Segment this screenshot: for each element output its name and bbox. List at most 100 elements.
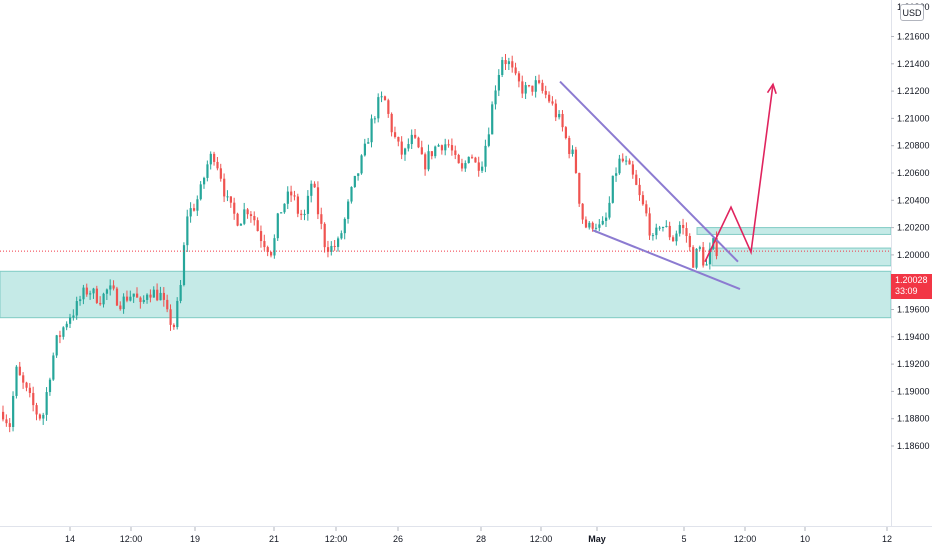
candle-8	[28, 383, 31, 398]
candles-layer	[2, 54, 718, 433]
candle-190	[638, 178, 641, 201]
zones-layer	[0, 227, 892, 319]
candle-161	[541, 79, 544, 94]
candle-186	[625, 155, 628, 166]
candle-77	[259, 225, 263, 248]
candle-158	[531, 85, 534, 96]
candle-10	[35, 402, 38, 421]
candle-132	[444, 138, 447, 156]
candle-184	[618, 154, 621, 175]
candle-89	[300, 209, 303, 221]
candle-197	[661, 226, 665, 232]
candle-131	[440, 144, 444, 155]
candle-78	[263, 234, 266, 251]
candle-2	[8, 418, 11, 433]
candle-175	[588, 220, 591, 230]
candle-123	[414, 129, 417, 140]
candle-86	[290, 185, 293, 202]
projection-path	[704, 84, 774, 263]
candle-50	[169, 304, 172, 331]
candle-153	[514, 62, 517, 76]
time-tick-label: 12:00	[120, 534, 143, 544]
candle-193	[648, 207, 651, 240]
candle-31	[105, 288, 109, 301]
candle-83	[280, 212, 283, 214]
candle-82	[276, 212, 279, 241]
price-tick-label: 1.20200	[897, 223, 930, 233]
candle-200	[672, 235, 675, 242]
candle-41	[139, 296, 142, 309]
candle-174	[584, 216, 588, 229]
candle-43	[146, 293, 149, 304]
candle-28	[95, 285, 98, 305]
candle-68	[229, 196, 232, 208]
candle-38	[129, 290, 132, 302]
candle-23	[79, 295, 82, 306]
candle-126	[424, 152, 427, 176]
candle-196	[658, 225, 661, 231]
time-tick-label: 19	[190, 534, 200, 544]
zone-support	[0, 270, 892, 319]
candle-116	[390, 112, 393, 137]
candle-139	[467, 156, 470, 164]
price-tick-label: 1.21600	[897, 32, 930, 42]
candle-0	[2, 405, 5, 422]
time-tick-label: 10	[800, 534, 810, 544]
candle-5	[18, 361, 21, 376]
candle-206	[692, 245, 695, 268]
candle-97	[326, 240, 330, 258]
candle-129	[434, 145, 437, 159]
candle-108	[363, 138, 366, 157]
candle-147	[494, 85, 497, 110]
time-tick-label: 21	[269, 534, 279, 544]
candle-117	[393, 126, 397, 139]
price-tick-label: 1.20800	[897, 141, 930, 151]
candle-164	[551, 96, 554, 106]
time-tick-label: 12	[882, 534, 892, 544]
candle-171	[574, 146, 578, 174]
candle-181	[608, 196, 611, 220]
wedge-lower-line	[592, 229, 741, 290]
candle-122	[410, 129, 413, 150]
time-tick-label: May	[588, 534, 606, 544]
candle-98	[330, 241, 333, 256]
candle-121	[407, 138, 410, 152]
candle-92	[310, 180, 313, 203]
candle-120	[404, 147, 407, 161]
candle-88	[296, 193, 299, 218]
candle-111	[373, 116, 377, 124]
bar-countdown: 33:09	[895, 286, 918, 296]
candle-172	[578, 172, 581, 207]
candle-159	[534, 75, 537, 98]
candle-154	[517, 71, 521, 88]
candle-155	[521, 75, 524, 99]
candle-141	[474, 156, 477, 163]
candle-191	[641, 191, 645, 206]
candle-107	[360, 154, 363, 175]
candle-110	[370, 114, 373, 148]
candle-24	[82, 284, 85, 305]
candle-125	[420, 140, 423, 155]
candle-60	[203, 176, 206, 189]
candle-9	[32, 386, 35, 412]
candle-188	[631, 160, 634, 179]
candle-49	[166, 294, 169, 313]
currency-badge[interactable]: USD	[900, 4, 924, 21]
candle-170	[571, 145, 574, 157]
candle-195	[655, 223, 658, 240]
candle-37	[125, 290, 129, 303]
projection-arrowhead	[766, 82, 777, 95]
candle-169	[568, 135, 571, 159]
candle-56	[189, 202, 192, 223]
candle-101	[340, 230, 343, 240]
candle-76	[256, 217, 259, 232]
candle-25	[85, 283, 88, 297]
candle-47	[159, 286, 162, 301]
time-tick-label: 12:00	[734, 534, 757, 544]
candle-51	[172, 323, 176, 330]
price-tick-label: 1.19400	[897, 332, 930, 342]
current-price-tag: 1.20028 33:09	[891, 274, 932, 299]
candle-12	[42, 412, 45, 425]
